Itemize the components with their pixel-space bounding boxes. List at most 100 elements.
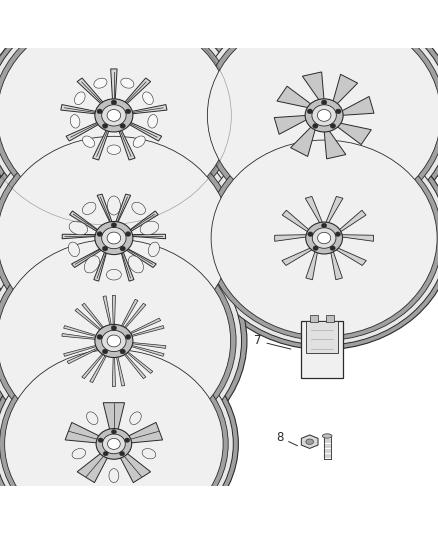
Polygon shape (124, 211, 158, 236)
Ellipse shape (70, 115, 80, 128)
Ellipse shape (258, 181, 390, 295)
Polygon shape (92, 124, 111, 160)
Ellipse shape (95, 222, 133, 255)
Polygon shape (306, 245, 318, 280)
Polygon shape (113, 194, 131, 229)
Ellipse shape (317, 109, 331, 122)
Text: 6: 6 (35, 418, 74, 439)
Ellipse shape (313, 124, 318, 128)
Ellipse shape (125, 109, 131, 114)
Ellipse shape (322, 434, 332, 438)
Ellipse shape (335, 232, 340, 237)
Polygon shape (62, 234, 104, 239)
Ellipse shape (306, 439, 314, 445)
Ellipse shape (195, 126, 438, 350)
FancyBboxPatch shape (301, 321, 343, 378)
Ellipse shape (312, 228, 336, 248)
Ellipse shape (0, 336, 238, 533)
Polygon shape (64, 326, 105, 339)
Ellipse shape (97, 232, 102, 236)
Polygon shape (94, 245, 109, 281)
Polygon shape (324, 124, 346, 159)
Ellipse shape (50, 389, 177, 499)
Ellipse shape (308, 232, 313, 237)
Polygon shape (123, 343, 164, 357)
Polygon shape (111, 69, 117, 106)
Ellipse shape (111, 326, 117, 330)
Polygon shape (64, 343, 105, 357)
Ellipse shape (107, 335, 121, 347)
Ellipse shape (133, 136, 145, 147)
Polygon shape (117, 449, 151, 482)
Ellipse shape (121, 78, 134, 88)
Ellipse shape (307, 109, 313, 114)
Ellipse shape (82, 202, 96, 214)
Ellipse shape (84, 256, 99, 273)
Ellipse shape (207, 14, 438, 217)
Ellipse shape (0, 341, 233, 533)
Polygon shape (67, 344, 106, 364)
Bar (310, 316, 318, 322)
Ellipse shape (142, 449, 156, 459)
Polygon shape (119, 303, 146, 335)
Polygon shape (334, 210, 366, 236)
Ellipse shape (130, 412, 141, 425)
Polygon shape (331, 74, 358, 109)
Polygon shape (282, 245, 318, 265)
Ellipse shape (107, 232, 121, 244)
Ellipse shape (321, 100, 327, 105)
Polygon shape (334, 235, 374, 241)
Polygon shape (124, 234, 166, 239)
Polygon shape (62, 334, 105, 340)
Bar (306, 321, 338, 352)
Text: 3: 3 (35, 212, 74, 232)
Polygon shape (120, 346, 153, 374)
Ellipse shape (74, 92, 85, 104)
Ellipse shape (87, 412, 98, 425)
Polygon shape (65, 423, 106, 443)
Polygon shape (305, 196, 325, 229)
Ellipse shape (96, 429, 132, 459)
Polygon shape (302, 72, 325, 107)
Ellipse shape (125, 438, 130, 442)
Ellipse shape (330, 124, 336, 128)
Ellipse shape (148, 242, 159, 257)
Ellipse shape (103, 451, 108, 456)
Polygon shape (282, 210, 314, 236)
Ellipse shape (95, 99, 133, 132)
Ellipse shape (0, 235, 236, 447)
Polygon shape (77, 449, 111, 482)
Ellipse shape (191, 0, 438, 231)
Polygon shape (115, 349, 125, 386)
Ellipse shape (102, 434, 125, 454)
Polygon shape (122, 423, 162, 443)
Ellipse shape (0, 132, 236, 344)
Ellipse shape (312, 105, 336, 126)
Polygon shape (61, 104, 103, 115)
Ellipse shape (102, 228, 126, 249)
Ellipse shape (107, 439, 120, 449)
Polygon shape (275, 235, 314, 241)
Text: 7: 7 (254, 335, 291, 349)
Polygon shape (117, 124, 135, 160)
Polygon shape (97, 194, 115, 229)
Ellipse shape (120, 246, 125, 251)
Ellipse shape (148, 115, 158, 128)
Ellipse shape (0, 239, 231, 443)
Ellipse shape (82, 136, 95, 147)
Ellipse shape (318, 232, 331, 244)
Ellipse shape (128, 256, 144, 273)
Ellipse shape (211, 140, 437, 336)
Ellipse shape (98, 438, 103, 442)
Ellipse shape (206, 135, 438, 341)
Ellipse shape (107, 145, 121, 155)
Ellipse shape (0, 14, 231, 217)
Ellipse shape (120, 349, 125, 354)
Polygon shape (71, 245, 109, 268)
Polygon shape (112, 349, 116, 386)
Ellipse shape (107, 196, 120, 215)
Ellipse shape (140, 221, 159, 235)
Ellipse shape (107, 109, 121, 122)
Ellipse shape (132, 202, 145, 214)
Ellipse shape (69, 221, 88, 235)
